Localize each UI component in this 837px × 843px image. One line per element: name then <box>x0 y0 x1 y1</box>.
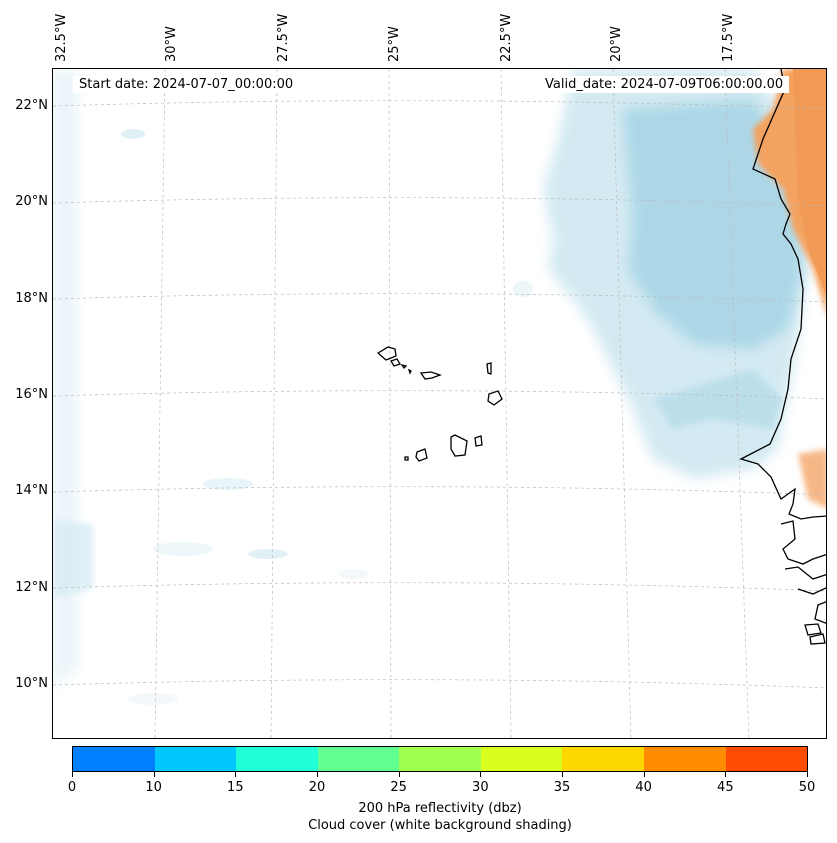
colorbar-tick-label: 25 <box>390 780 407 795</box>
colorbar-tick-label: 50 <box>798 780 816 795</box>
lon-label: 32.5°W <box>54 13 69 62</box>
colorbar-tick <box>807 772 808 777</box>
colorbar-segment <box>154 747 237 771</box>
colorbar-label-cloud-cover: Cloud cover (white background shading) <box>308 818 572 833</box>
map-panel[interactable]: Start date: 2024-07-07_00:00:00 Valid_da… <box>52 68 827 739</box>
colorbar-segment <box>399 747 481 771</box>
lat-label: 12°N <box>15 580 48 595</box>
colorbar-segment <box>480 747 563 771</box>
cape-verde-islands <box>376 346 503 462</box>
colorbar-tick <box>643 772 645 777</box>
colorbar-segment <box>725 747 808 771</box>
lat-label: 10°N <box>15 676 48 691</box>
colorbar-tick <box>725 772 727 777</box>
lon-label: 20°W <box>609 26 624 62</box>
colorbar-tick-label: 15 <box>227 780 244 795</box>
lon-label: 22.5°W <box>499 13 514 62</box>
lon-label: 30°W <box>164 26 179 62</box>
colorbar-tick-label: 45 <box>717 780 734 795</box>
graticule <box>53 69 826 738</box>
colorbar-tick-label: 40 <box>635 780 652 795</box>
colorbar-tick-label: 35 <box>553 780 571 795</box>
colorbar-tick-label: 10 <box>145 780 162 795</box>
colorbar-tick-label: 20 <box>308 780 326 795</box>
colorbar-tick <box>153 772 155 777</box>
colorbar-segment <box>562 747 644 771</box>
lat-label: 14°N <box>15 483 48 498</box>
west-africa-coastline <box>739 69 826 645</box>
colorbar-tick <box>562 772 563 777</box>
valid-date-label: Valid_date: 2024-07-09T06:00:00.00 <box>539 76 790 93</box>
lat-label: 16°N <box>15 387 48 402</box>
colorbar-tick <box>317 772 318 777</box>
colorbar-segment <box>236 747 318 771</box>
colorbar-tick <box>72 772 73 777</box>
colorbar-segment <box>73 747 155 771</box>
colorbar-tick-label: 0 <box>67 780 77 795</box>
start-date-label: Start date: 2024-07-07_00:00:00 <box>73 76 300 93</box>
colorbar-label-reflectivity: 200 hPa reflectivity (dbz) <box>358 801 522 816</box>
colorbar-tick <box>398 772 400 777</box>
colorbar-tick <box>235 772 237 777</box>
lon-label: 17.5°W <box>721 13 736 62</box>
map-canvas <box>53 69 826 738</box>
colorbar <box>72 746 808 772</box>
lat-label: 20°N <box>15 194 48 209</box>
cloud-cover-shading <box>53 69 808 705</box>
colorbar-tick <box>480 772 482 777</box>
lon-label: 27.5°W <box>276 13 291 62</box>
lat-label: 22°N <box>15 98 48 113</box>
colorbar-segment <box>317 747 400 771</box>
lat-label: 18°N <box>15 291 48 306</box>
lon-label: 25°W <box>387 26 402 62</box>
reflectivity-shading <box>753 69 826 508</box>
colorbar-segment <box>643 747 726 771</box>
colorbar-tick-label: 30 <box>472 780 489 795</box>
